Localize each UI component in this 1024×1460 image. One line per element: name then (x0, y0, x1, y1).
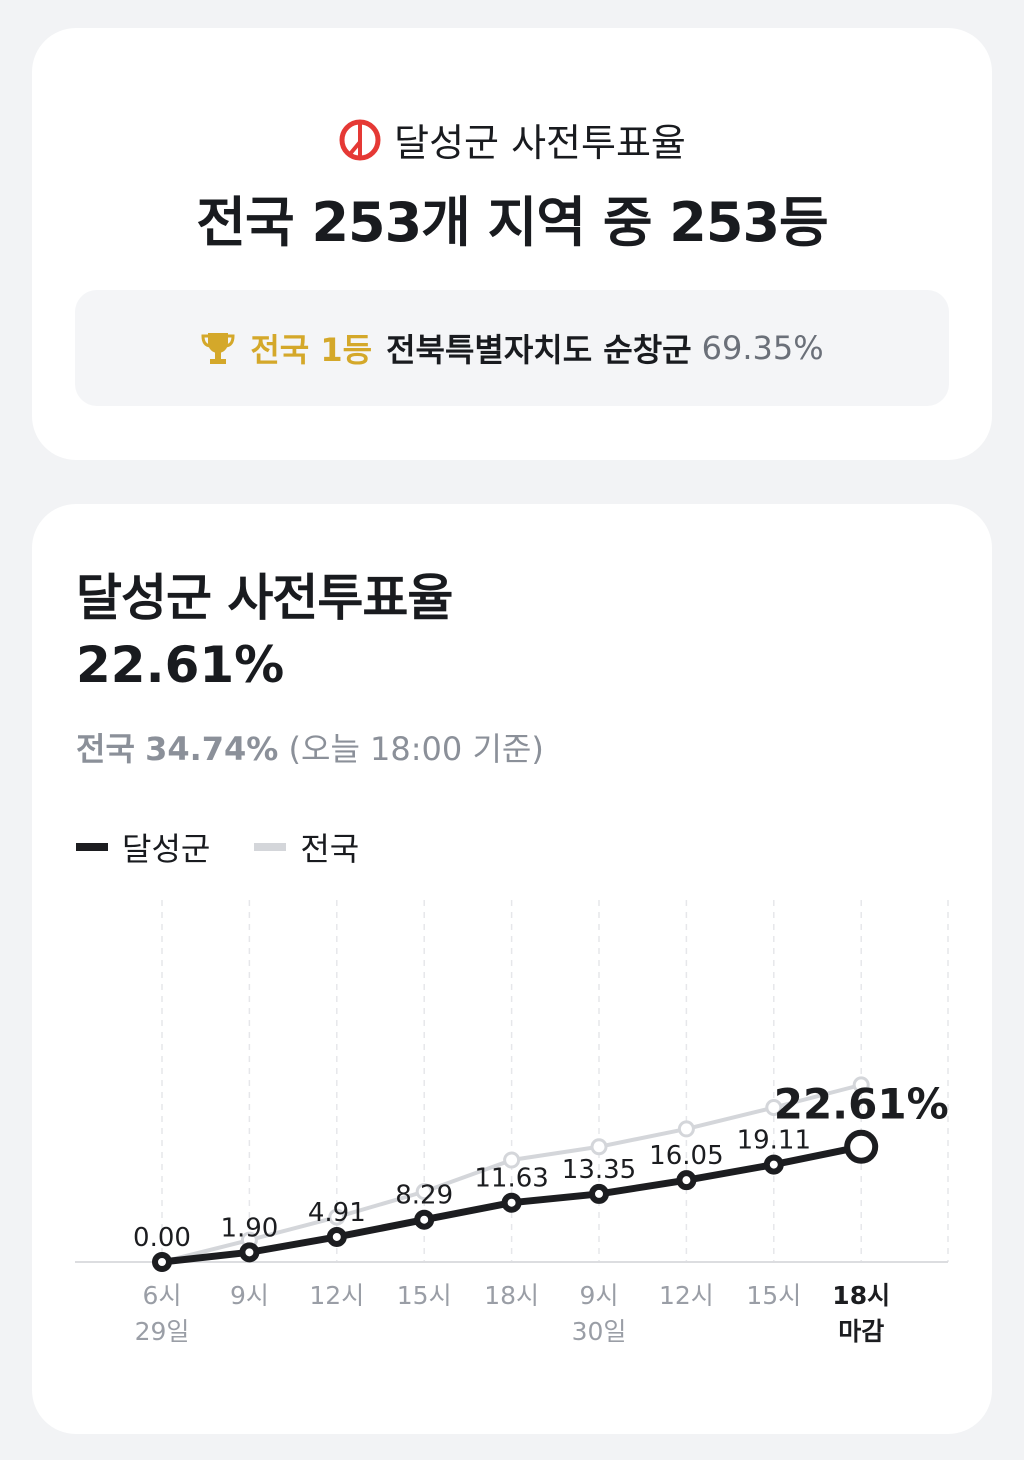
top-label: 전국 1등 (250, 331, 373, 369)
x-tick-label: 9시 (230, 1281, 269, 1310)
rank-subtitle-text: 달성군 사전투표율 (394, 121, 686, 165)
rank-subtitle: 달성군 사전투표율 (32, 112, 992, 167)
national-point (677, 1120, 695, 1138)
vote-stamp-icon (339, 119, 381, 160)
national-point (590, 1138, 608, 1156)
basis-time: (오늘 18:00 기준) (288, 730, 544, 768)
data-label: 1.90 (220, 1213, 278, 1243)
local-point (239, 1242, 260, 1263)
national-rate-line: 전국 34.74% (오늘 18:00 기준) (76, 724, 544, 770)
rank-card: 달성군 사전투표율 전국 253개 지역 중 253등 전국 1등 전북특별자치… (32, 28, 992, 460)
legend-local: 달성군 (122, 830, 211, 868)
local-point (152, 1252, 172, 1272)
top-region-box: 전국 1등 전북특별자치도 순창군 69.35% (75, 290, 949, 406)
x-tick-label: 15시 (746, 1281, 801, 1310)
x-tick-label: 6시 (143, 1281, 182, 1310)
national-point (503, 1151, 521, 1169)
national-point (852, 1076, 870, 1094)
x-tick-sublabel: 30일 (572, 1317, 627, 1346)
data-label: 13.35 (562, 1155, 636, 1185)
x-tick-label: 18시 (832, 1281, 890, 1310)
data-label: 8.29 (395, 1181, 453, 1211)
top-rate: 69.35% (701, 329, 824, 367)
local-point (326, 1226, 347, 1247)
data-label: 19.11 (737, 1126, 811, 1156)
data-label: 11.63 (474, 1164, 548, 1194)
trophy-icon (201, 333, 235, 364)
local-point (589, 1183, 609, 1204)
legend-national: 전국 (300, 830, 360, 868)
chart-legend: 달성군 전국 (76, 824, 359, 870)
local-point (676, 1170, 697, 1191)
top-region: 전북특별자치도 순창군 (386, 331, 692, 369)
x-tick-label: 12시 (309, 1281, 364, 1310)
national-point (415, 1183, 433, 1201)
x-tick-label: 12시 (659, 1281, 714, 1310)
data-label: 22.61% (774, 1080, 949, 1129)
data-label: 16.05 (649, 1141, 723, 1171)
legend-swatch-national (254, 843, 287, 851)
local-point (501, 1192, 522, 1213)
x-tick-sublabel: 29일 (135, 1317, 190, 1346)
x-tick-sublabel: 마감 (838, 1317, 884, 1346)
x-tick-label: 9시 (580, 1281, 619, 1310)
turnout-rate: 22.61% (76, 636, 285, 694)
local-point (844, 1129, 879, 1164)
x-tick-label: 15시 (397, 1281, 452, 1310)
x-tick-label: 18시 (484, 1281, 539, 1310)
data-label: 4.91 (308, 1198, 366, 1228)
local-point (414, 1209, 435, 1230)
data-label: 0.00 (133, 1223, 191, 1253)
national-label: 전국 (76, 730, 135, 768)
turnout-title: 달성군 사전투표율 (76, 569, 453, 627)
national-point (328, 1208, 346, 1226)
legend-swatch-local (76, 843, 108, 851)
rank-headline: 전국 253개 지역 중 253등 (196, 191, 828, 254)
national-point (765, 1099, 783, 1117)
turnout-card: 달성군 사전투표율 22.61% 전국 34.74% (오늘 18:00 기준)… (32, 504, 992, 1434)
national-rate: 34.74% (145, 730, 279, 768)
local-point (763, 1154, 784, 1175)
